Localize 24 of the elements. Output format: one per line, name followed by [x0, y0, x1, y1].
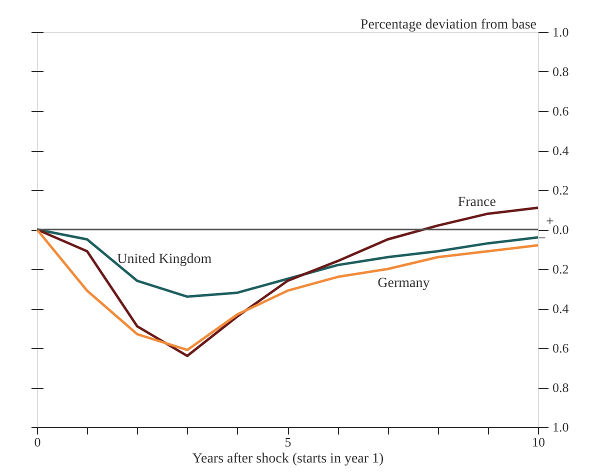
line-series	[36, 228, 540, 298]
x-tick-label: 5	[284, 434, 292, 450]
x-axis-title: Years after shock (starts in year 1)	[192, 452, 384, 466]
text: +	[546, 214, 554, 230]
series-label: United Kingdom	[117, 252, 212, 268]
y-tick-label: 0.6	[552, 340, 570, 356]
y-tick-label: 1.0	[552, 420, 569, 434]
x-tick-label: 0	[34, 434, 41, 450]
y-tick-label: 0.2	[552, 262, 569, 276]
x-tick-label: 10	[532, 434, 545, 450]
y-tick-label: 0.6	[552, 104, 570, 118]
series-label: Germany	[378, 276, 430, 291]
y-tick-label: 0.4	[552, 143, 570, 158]
y-tick-label: 0.2	[552, 182, 569, 198]
y-tick-label: 0.8	[552, 380, 569, 395]
line-series	[36, 228, 540, 352]
y-tick-label: 0.8	[552, 64, 569, 79]
line-series	[36, 206, 540, 358]
y-tick-label: 0.4	[552, 301, 570, 316]
annotation: −	[538, 232, 546, 246]
y-tick-label: 1.0	[552, 24, 569, 40]
series-label: France	[458, 194, 496, 210]
y-axis-title: Percentage deviation from base	[360, 18, 536, 32]
y-tick-label: 0.0	[552, 222, 569, 237]
